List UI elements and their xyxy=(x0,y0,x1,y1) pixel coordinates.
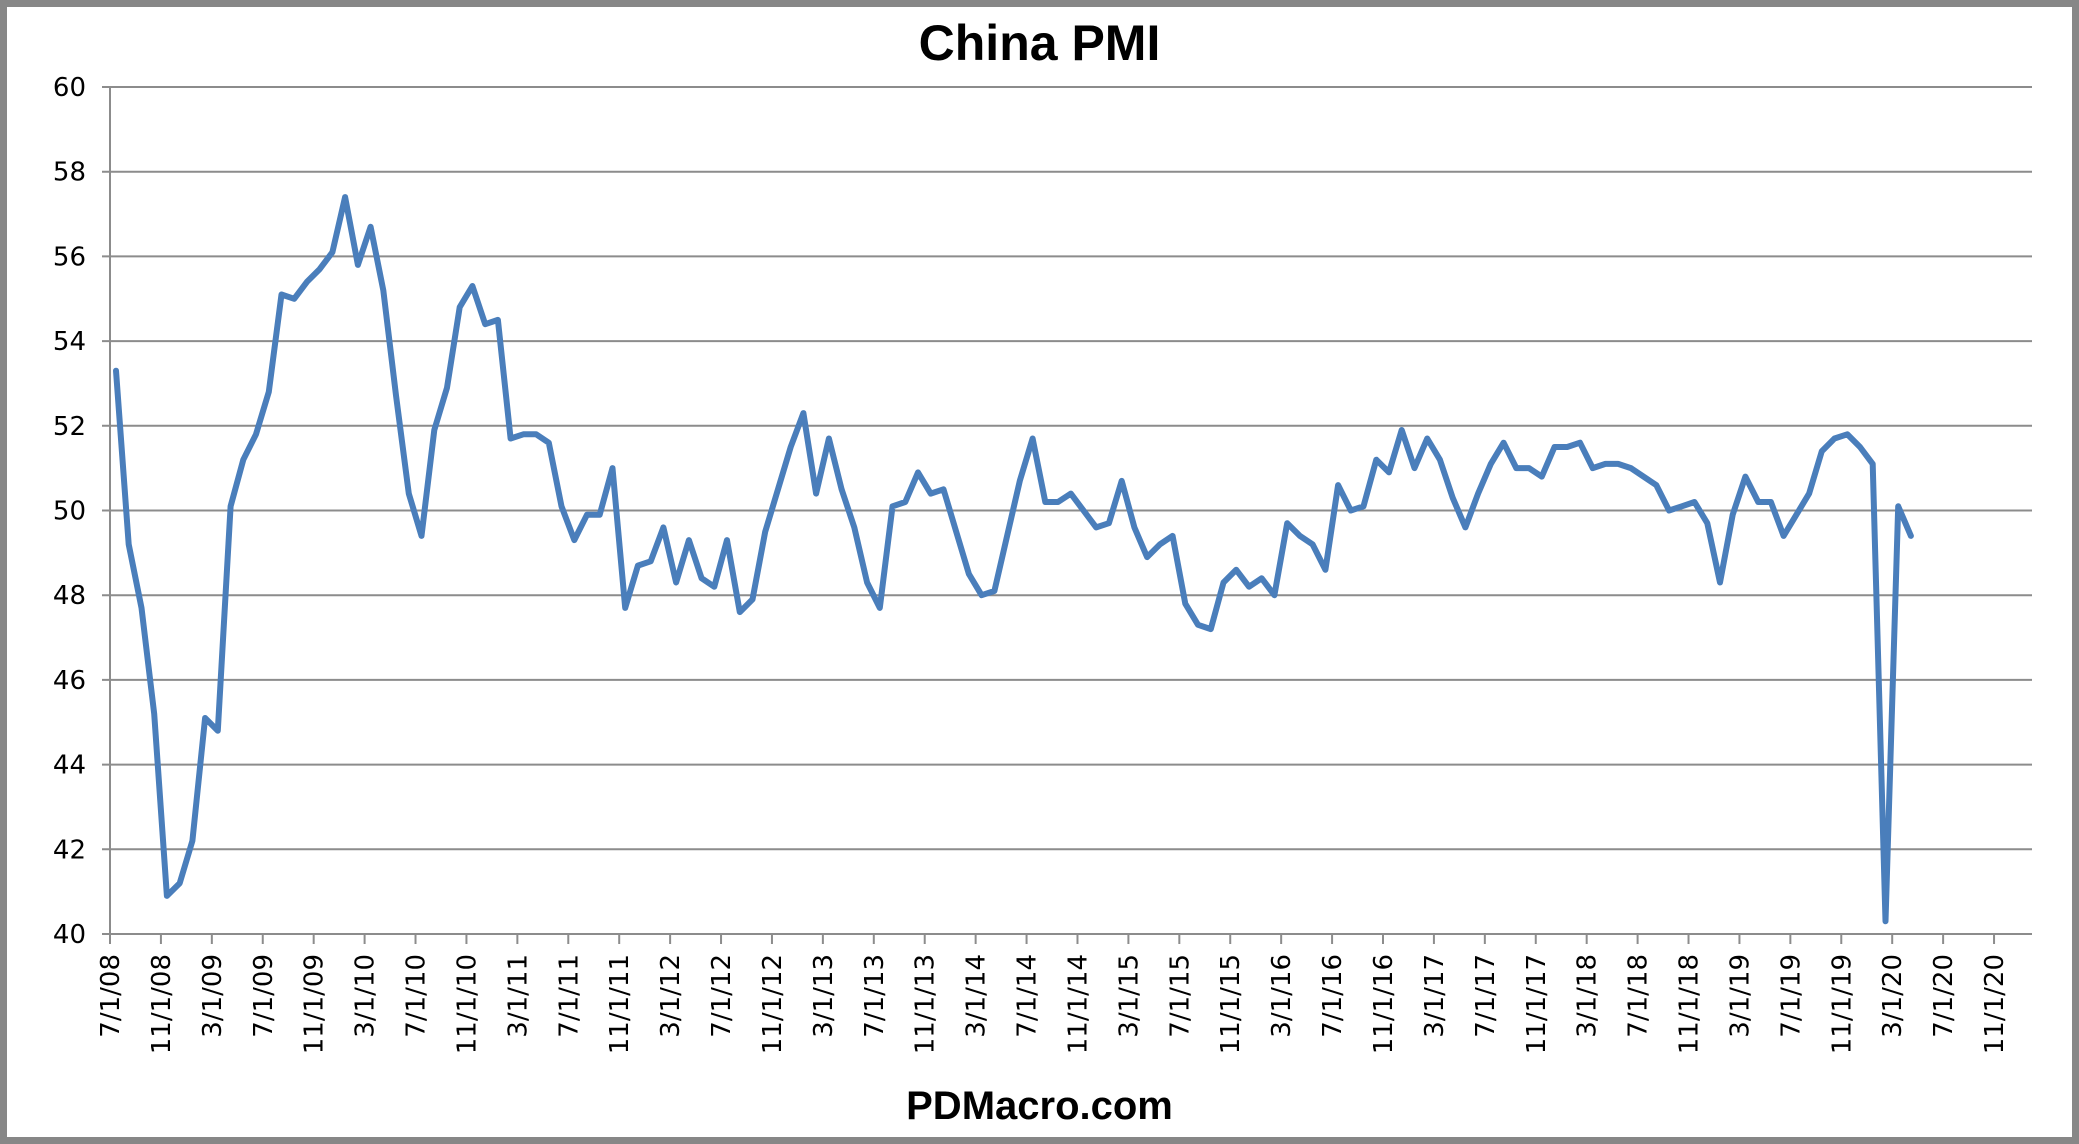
x-tick-label: 11/1/08 xyxy=(147,954,177,1054)
x-tick-label: 11/1/12 xyxy=(758,954,788,1054)
x-tick-label: 7/1/20 xyxy=(1929,954,1959,1038)
y-tick-label: 60 xyxy=(53,73,86,103)
x-tick-label: 3/1/20 xyxy=(1878,954,1908,1038)
x-tick-label: 3/1/17 xyxy=(1420,954,1450,1038)
x-axis: 7/1/08 11/1/08 3/1/09 7/1/09 11/1/09 3/1/10 7/… xyxy=(96,933,2032,1054)
x-tick-label: 7/1/09 xyxy=(249,954,279,1038)
gridlines xyxy=(102,86,2032,935)
x-tick-label: 11/1/16 xyxy=(1369,954,1399,1054)
x-tick-label: 7/1/12 xyxy=(707,954,737,1038)
x-tick-label: 3/1/13 xyxy=(809,954,839,1038)
x-tick-label: 3/1/19 xyxy=(1725,954,1755,1038)
y-tick-label: 46 xyxy=(53,666,86,696)
x-tick-label: 11/1/14 xyxy=(1063,954,1093,1054)
x-tick-label: 3/1/15 xyxy=(1114,954,1144,1038)
y-tick-label: 52 xyxy=(53,412,86,442)
x-tick-label: 11/1/20 xyxy=(1980,954,2010,1054)
y-tick-label: 42 xyxy=(53,835,86,865)
x-tick-label: 11/1/19 xyxy=(1827,954,1857,1054)
x-tick-label: 7/1/15 xyxy=(1165,954,1195,1038)
x-tick-label: 7/1/18 xyxy=(1624,954,1654,1038)
x-tick-label: 7/1/08 xyxy=(96,954,126,1038)
x-tick-label: 11/1/09 xyxy=(300,954,330,1054)
x-tick-label: 7/1/11 xyxy=(554,954,584,1038)
x-tick-label: 11/1/13 xyxy=(911,954,941,1054)
y-tick-label: 50 xyxy=(53,497,86,527)
x-tick-label: 3/1/11 xyxy=(503,954,533,1038)
x-tick-label: 11/1/15 xyxy=(1216,954,1246,1054)
y-tick-label: 44 xyxy=(53,751,86,781)
y-tick-label: 58 xyxy=(53,158,86,188)
x-tick-label: 3/1/14 xyxy=(962,954,992,1038)
x-tick-label: 3/1/12 xyxy=(656,954,686,1038)
pmi-series-line xyxy=(113,194,1914,925)
x-tick-label: 7/1/16 xyxy=(1318,954,1348,1038)
x-tick-label: 11/1/18 xyxy=(1675,954,1705,1054)
y-tick-label: 48 xyxy=(53,581,86,611)
x-tick-label: 7/1/10 xyxy=(402,954,432,1038)
y-tick-label: 54 xyxy=(53,327,86,357)
x-tick-label: 7/1/14 xyxy=(1013,954,1043,1038)
x-tick-label: 7/1/19 xyxy=(1776,954,1806,1038)
x-tick-label: 11/1/11 xyxy=(605,954,635,1054)
y-tick-label: 56 xyxy=(53,242,86,272)
x-tick-label: 3/1/18 xyxy=(1573,954,1603,1038)
x-tick-label: 7/1/13 xyxy=(860,954,890,1038)
x-tick-label: 7/1/17 xyxy=(1471,954,1501,1038)
x-tick-label: 11/1/17 xyxy=(1522,954,1552,1054)
x-tick-label: 11/1/10 xyxy=(452,954,482,1054)
x-tick-label: 3/1/09 xyxy=(198,954,228,1038)
chart-title: China PMI xyxy=(918,15,1161,71)
x-tick-label: 3/1/10 xyxy=(351,954,381,1038)
y-axis: 40 42 44 46 48 50 52 54 56 58 60 xyxy=(53,73,111,950)
y-tick-label: 40 xyxy=(53,920,86,950)
x-tick-label: 3/1/16 xyxy=(1267,954,1297,1038)
source-label: PDMacro.com xyxy=(906,1084,1173,1128)
